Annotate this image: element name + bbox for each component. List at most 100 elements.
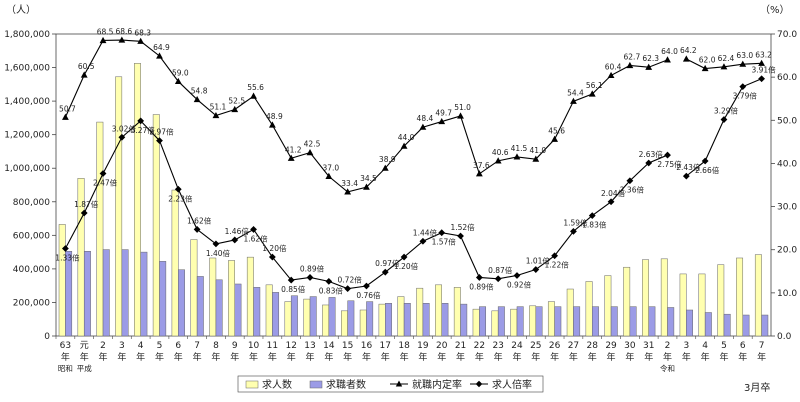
x-tick-label: 6 [740,341,746,351]
employment-rate-point [212,111,220,119]
x-tick-label: 4 [138,341,144,351]
employment-rate-label: 64.2 [680,46,697,55]
employment-rate-label: 62.4 [718,54,735,63]
x-year-char: 年 [117,351,126,363]
employment-rate-point [626,61,634,69]
employment-rate-label: 51.0 [454,103,471,112]
bar-job-offers [547,301,555,337]
line-series [62,36,765,293]
bar-job-offers [623,266,631,337]
employment-rate-point [381,164,389,171]
right-tick-label: 0.0 [777,332,792,342]
left-tick-label: 1,200,000 [4,131,50,141]
offer-ratio-label: 1.57倍 [432,237,457,247]
employment-rate-label: 48.4 [417,114,434,123]
employment-rate-label: 54.8 [191,87,208,96]
offer-ratio-label: 1.62倍 [187,215,212,225]
employment-rate-point [268,121,276,128]
bar-job-offers [246,256,254,337]
bar-job-offers [585,281,593,337]
bar-job-seekers [385,303,392,337]
offer-ratio-point [212,240,220,248]
x-year-char: 年 [230,351,239,363]
x-tick-label: 6 [175,341,181,351]
x-tick-label: 7 [759,341,765,351]
x-tick-label: 2 [100,341,106,351]
bar-job-seekers [65,251,73,337]
right-tick-label: 60.0 [777,73,797,83]
offer-ratio-label: 1.62倍 [243,233,268,243]
x-tick-label: 5 [721,341,727,351]
employment-rate-label: 62.7 [624,52,641,61]
x-year-char: 年 [625,351,634,363]
x-year-char: 年 [437,351,446,363]
x-year-char: 年 [211,351,220,363]
offer-ratio-point [626,177,634,185]
employment-rate-label: 63.0 [736,51,753,60]
bar-job-offers [416,287,424,337]
x-year-char: 年 [550,351,559,363]
employment-rate-label: 52.5 [228,97,245,106]
offer-ratio-label: 3.79倍 [733,91,758,101]
bar-job-seekers [554,306,562,337]
offer-ratio-point [193,226,201,233]
legend-label-offer-ratio: 求人倍率 [492,378,532,391]
employment-rate-point [739,60,747,67]
employment-rate-label: 60.5 [78,62,95,71]
offer-ratio-point [306,274,314,281]
x-tick-label: 14 [323,341,335,351]
offer-ratio-label: 0.92倍 [507,279,532,289]
right-tick-label: 40.0 [777,159,797,169]
x-tick-label: 10 [248,341,260,351]
offer-ratio-label: 1.20倍 [262,243,287,253]
employment-rate-point [62,113,69,120]
employment-rate-point [174,77,182,85]
offer-ratio-point [419,237,427,245]
bar-job-seekers [234,283,242,337]
bar-job-seekers [648,306,656,337]
employment-rate-label: 48.9 [266,112,283,121]
offer-ratio-point [645,159,653,167]
employment-rate-label: 49.7 [435,109,452,118]
bar-job-offers [284,301,292,337]
offer-ratio-label: 1.40倍 [206,248,231,258]
bar-job-offers [171,189,179,337]
x-tick-label: 5 [157,341,163,351]
offer-ratio-label: 1.01倍 [526,256,551,266]
bar-job-seekers [573,306,581,337]
offer-ratio-label: 0.97倍 [375,258,400,268]
employment-rate-point [80,71,88,78]
legend-label-employment-rate: 就職内定率 [412,378,462,391]
x-year-char: 年 [249,351,258,363]
x-year-char: 年 [757,351,766,363]
bar-job-offers [397,296,405,337]
employment-rate-point [720,63,728,70]
offer-ratio-label: 0.89倍 [469,281,494,291]
bar-job-offers [96,121,104,337]
offer-ratio-label: 1.83倍 [582,220,607,230]
legend-swatch-job-seekers [309,380,323,389]
employment-rate-label: 56.1 [586,81,603,90]
employment-rate-point [570,97,577,104]
employment-rate-point [532,155,540,162]
bar-job-seekers [253,287,261,337]
bar-job-offers [491,310,499,337]
x-year-char: 年 [738,351,747,363]
bar-job-offers [265,284,273,337]
employment-rate-point [363,183,370,190]
bar-job-seekers [403,303,411,337]
offer-ratio-label: 0.85倍 [281,284,306,294]
offer-ratio-label: 1.46倍 [225,226,250,236]
employment-rate-point [250,92,257,99]
bar-job-seekers [629,306,637,337]
employment-rate-point [664,56,671,63]
offer-ratio-label: 2.75倍 [657,159,682,169]
offer-ratio-point [344,285,352,293]
right-tick-label: 70.0 [777,30,797,40]
x-year-char: 年 [569,351,578,363]
offer-ratio-point [99,170,107,177]
bar-job-seekers [723,313,731,337]
offer-ratio-label: 3.02倍 [112,123,137,133]
x-tick-label: 30 [624,341,636,351]
employment-rate-label: 33.4 [341,179,358,188]
